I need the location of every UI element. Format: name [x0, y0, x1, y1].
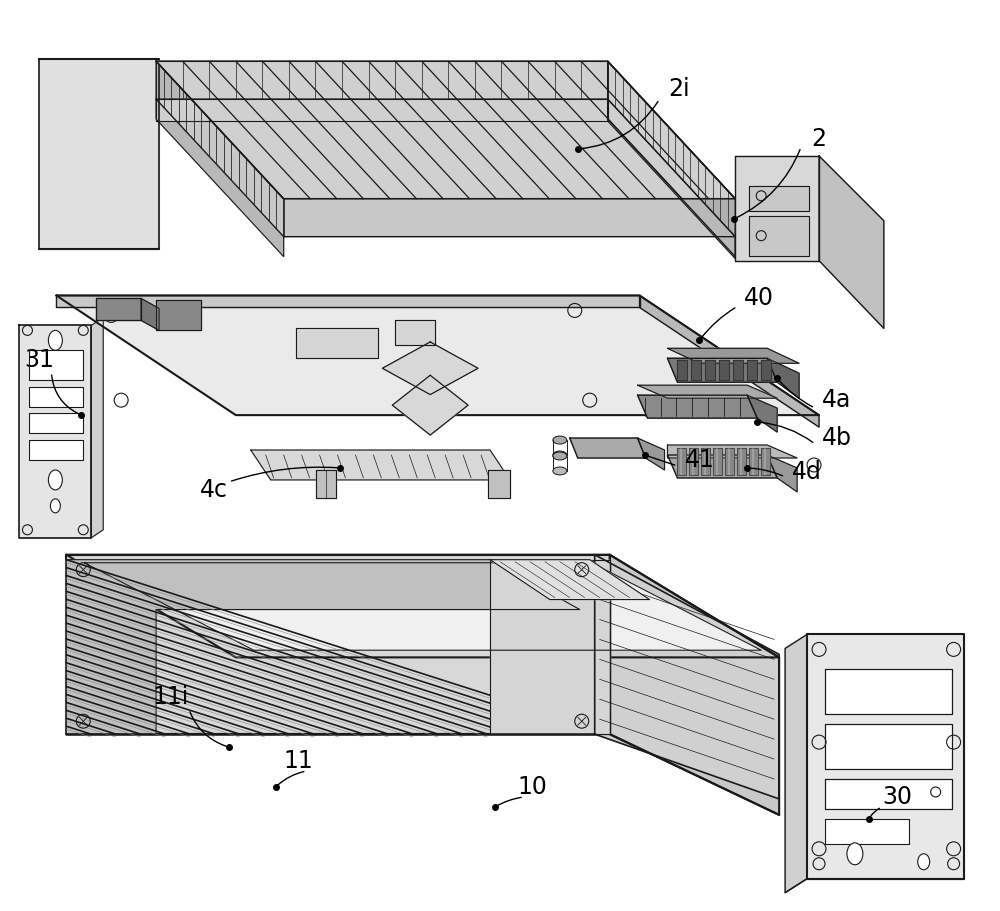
Polygon shape [610, 555, 779, 815]
Polygon shape [316, 470, 336, 498]
Polygon shape [761, 448, 770, 475]
Polygon shape [767, 358, 799, 398]
Polygon shape [667, 348, 799, 363]
Text: 4c: 4c [200, 478, 228, 502]
Polygon shape [156, 99, 608, 121]
Polygon shape [490, 559, 650, 599]
Polygon shape [66, 559, 580, 734]
Polygon shape [251, 450, 510, 480]
Polygon shape [705, 360, 715, 380]
Polygon shape [156, 61, 735, 199]
Polygon shape [638, 385, 777, 398]
Text: 4a: 4a [822, 388, 852, 412]
Ellipse shape [553, 467, 567, 475]
Ellipse shape [553, 436, 567, 444]
Polygon shape [56, 295, 819, 415]
Polygon shape [747, 360, 757, 380]
Polygon shape [825, 670, 952, 714]
Text: 11i: 11i [153, 685, 189, 710]
Polygon shape [156, 301, 201, 331]
Polygon shape [749, 186, 809, 210]
Polygon shape [767, 455, 797, 492]
Polygon shape [677, 360, 687, 380]
Polygon shape [719, 360, 729, 380]
Polygon shape [29, 440, 83, 460]
Ellipse shape [918, 854, 930, 870]
Polygon shape [677, 448, 686, 475]
Text: 10: 10 [517, 775, 547, 799]
Polygon shape [96, 299, 141, 321]
Polygon shape [91, 317, 103, 537]
Polygon shape [825, 819, 909, 844]
Polygon shape [141, 299, 159, 331]
Polygon shape [749, 448, 758, 475]
Polygon shape [735, 156, 819, 261]
Polygon shape [737, 448, 746, 475]
Ellipse shape [553, 452, 567, 460]
Text: 4d: 4d [792, 460, 822, 484]
Text: 41: 41 [684, 448, 714, 472]
Polygon shape [638, 395, 757, 418]
Polygon shape [747, 395, 777, 432]
Polygon shape [638, 438, 664, 470]
Polygon shape [701, 448, 710, 475]
Polygon shape [66, 555, 610, 734]
Polygon shape [392, 375, 468, 435]
Text: 11: 11 [284, 749, 313, 773]
Text: 2i: 2i [669, 77, 690, 101]
Polygon shape [570, 438, 646, 458]
Ellipse shape [50, 499, 60, 513]
Ellipse shape [48, 331, 62, 351]
Polygon shape [689, 448, 698, 475]
Polygon shape [29, 387, 83, 407]
Polygon shape [19, 325, 91, 537]
Polygon shape [713, 448, 722, 475]
Polygon shape [667, 358, 777, 383]
Text: 40: 40 [744, 286, 774, 311]
Polygon shape [156, 61, 284, 257]
Polygon shape [608, 99, 735, 259]
Polygon shape [395, 321, 435, 345]
Ellipse shape [847, 843, 863, 865]
Polygon shape [691, 360, 701, 380]
Polygon shape [667, 455, 777, 478]
Polygon shape [667, 445, 797, 458]
Polygon shape [382, 342, 478, 394]
Polygon shape [807, 634, 964, 879]
Text: 31: 31 [24, 348, 54, 373]
Text: 4b: 4b [822, 426, 852, 450]
Ellipse shape [48, 470, 62, 490]
Polygon shape [84, 563, 761, 650]
Polygon shape [761, 360, 771, 380]
Polygon shape [156, 99, 735, 237]
Polygon shape [29, 413, 83, 433]
Polygon shape [825, 724, 952, 769]
Ellipse shape [553, 451, 567, 459]
Text: 2: 2 [812, 127, 827, 151]
Polygon shape [29, 351, 83, 380]
Polygon shape [749, 216, 809, 256]
Polygon shape [595, 555, 779, 799]
Polygon shape [733, 360, 743, 380]
Polygon shape [296, 328, 378, 358]
Polygon shape [56, 295, 640, 307]
Polygon shape [490, 559, 610, 734]
Polygon shape [785, 634, 807, 893]
Text: 30: 30 [882, 785, 912, 809]
Polygon shape [825, 779, 952, 809]
Polygon shape [488, 470, 510, 498]
Polygon shape [725, 448, 734, 475]
Polygon shape [819, 156, 884, 328]
Polygon shape [66, 555, 779, 658]
Polygon shape [39, 59, 159, 249]
Polygon shape [640, 295, 819, 427]
Polygon shape [608, 61, 735, 257]
